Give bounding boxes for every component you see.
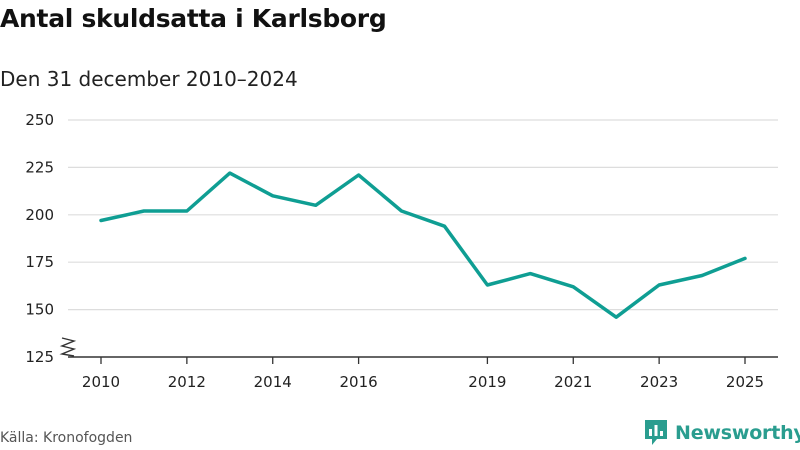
chart-title: Antal skuldsatta i Karlsborg [0, 4, 387, 33]
x-tick-label-2014: 2014 [254, 373, 292, 391]
x-tick-label-2010: 2010 [82, 373, 120, 391]
x-axis [59, 337, 778, 358]
x-tick-label-2012: 2012 [168, 373, 206, 391]
series-line-0 [99, 171, 747, 319]
x-axis-ticks: 2010 2012 2014 2016 2019 2021 2023 2025 [82, 357, 764, 391]
chart-subtitle: Den 31 december 2010–2024 [0, 67, 298, 91]
y-tick-label-175: 175 [25, 253, 54, 271]
series-group [99, 171, 747, 319]
x-tick-label-2023: 2023 [640, 373, 678, 391]
y-axis-ticks: 125 150 175 200 225 250 [25, 111, 54, 366]
source-note: Källa: Kronofogden [0, 430, 133, 446]
y-tick-label-250: 250 [25, 111, 54, 129]
x-tick-label-2019: 2019 [468, 373, 506, 391]
y-tick-label-200: 200 [25, 206, 54, 224]
chart-document-icon [645, 420, 667, 445]
brand-name: Newsworthy [675, 422, 800, 444]
brand-logo[interactable]: Newsworthy [644, 419, 800, 447]
x-tick-label-2016: 2016 [340, 373, 378, 391]
grid-lines [68, 119, 778, 311]
y-tick-label-125: 125 [25, 348, 54, 366]
axis-break-mark [59, 337, 77, 357]
y-tick-label-150: 150 [25, 301, 54, 319]
x-tick-label-2025: 2025 [726, 373, 764, 391]
y-tick-label-225: 225 [25, 158, 54, 176]
x-tick-label-2021: 2021 [554, 373, 592, 391]
